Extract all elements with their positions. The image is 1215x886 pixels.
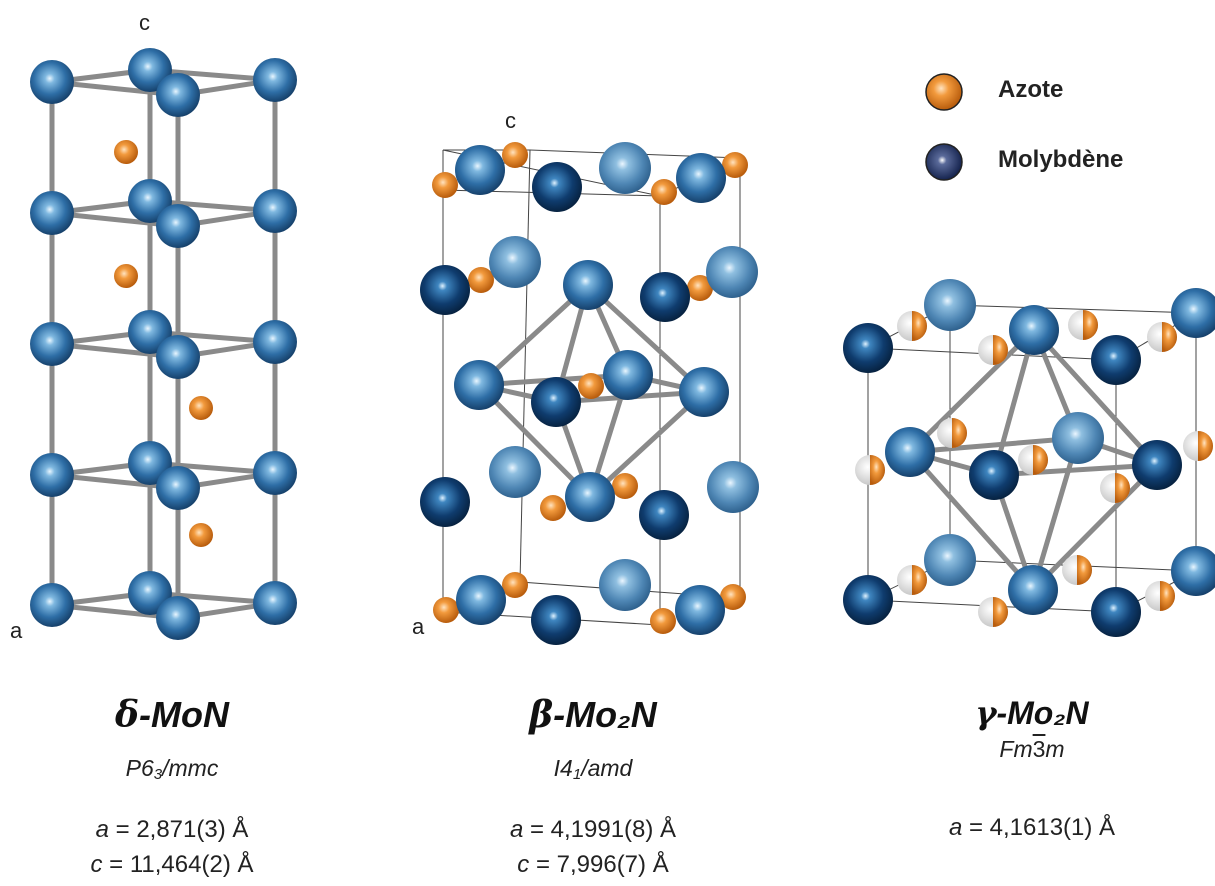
delta-mon-structure: [30, 48, 297, 640]
molybdenum-legend-icon: [925, 143, 963, 181]
beta-lattice-a: a = 4,1991(8) Å: [509, 816, 677, 843]
legend: [925, 73, 963, 181]
nitrogen-legend-icon: [925, 73, 963, 111]
delta-axis-a-label: a: [10, 618, 23, 643]
delta-space-group: P63/mmc: [125, 755, 219, 783]
molybdenum-atoms: [420, 142, 759, 645]
beta-phase-title: β-Mo₂N: [529, 694, 657, 736]
beta-axis-a-label: a: [412, 614, 425, 639]
molybdenum-atoms: [843, 279, 1215, 637]
delta-lattice-a: a = 2,871(3) Å: [95, 816, 249, 843]
nitrogen-atoms: [432, 142, 748, 634]
gamma-space-group: Fm3m: [999, 736, 1065, 762]
nitrogen-legend-label: Azote: [998, 76, 1064, 103]
nitrogen-atoms: [114, 140, 213, 547]
beta-space-group: I41/amd: [553, 755, 633, 783]
beta-mo2n-structure: [420, 142, 759, 645]
molybdenum-atoms: [30, 48, 297, 640]
gamma-mo2n-structure: [843, 279, 1215, 637]
gamma-phase-title: γ-Mo₂N: [975, 694, 1089, 732]
delta-axis-c-label: c: [139, 10, 150, 35]
beta-lattice-c: c = 7,996(7) Å: [517, 851, 669, 878]
half-occupied-nitrogen-sites: [855, 310, 1213, 627]
beta-axis-c-label: c: [505, 108, 516, 133]
delta-phase-title: δ-MoN: [115, 694, 229, 736]
gamma-lattice-a: a = 4,1613(1) Å: [948, 814, 1116, 841]
delta-lattice-c: c = 11,464(2) Å: [90, 851, 254, 878]
molybdenum-legend-label: Molybdène: [998, 146, 1124, 173]
